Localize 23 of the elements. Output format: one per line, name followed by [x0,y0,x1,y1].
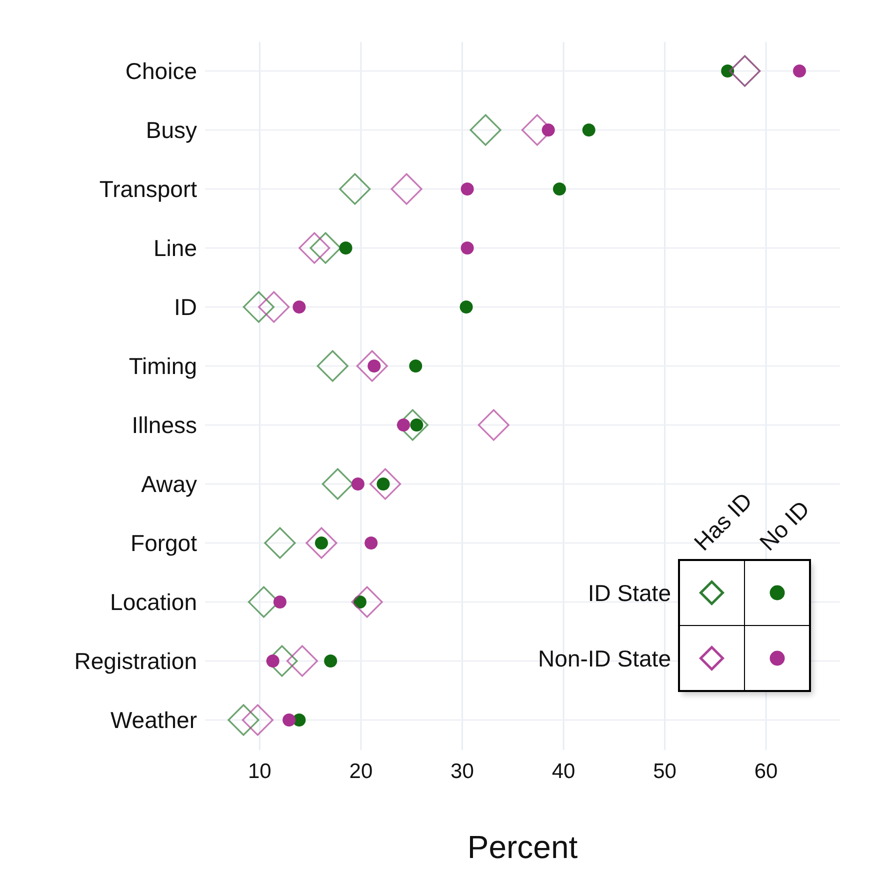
x-tick-label: 30 [450,760,474,783]
x-tick-label: 10 [248,760,272,783]
x-tick-label: 20 [349,760,373,783]
annotation: ID State [588,580,671,606]
annotation: No ID [754,496,814,556]
y-tick-label: Registration [74,648,197,674]
y-tick-label: Busy [146,117,198,143]
y-tick-label: Forgot [130,530,198,556]
y-tick-label: Line [154,235,197,261]
y-tick-label: Weather [110,707,198,733]
y-tick-label: Timing [128,353,197,379]
x-axis-title: Percent [467,829,578,865]
x-tick-label: 60 [754,760,778,783]
y-tick-label: Transport [99,176,198,202]
x-tick-label: 40 [552,760,576,783]
y-tick-label: Choice [125,58,197,84]
y-tick-label: ID [174,294,197,320]
annotation: Non-ID State [538,645,671,672]
y-tick-label: Away [141,471,198,497]
annotation: Has ID [688,487,757,556]
x-tick-label: 50 [653,760,676,783]
y-tick-label: Location [110,589,197,615]
y-tick-label: Illness [132,412,197,438]
